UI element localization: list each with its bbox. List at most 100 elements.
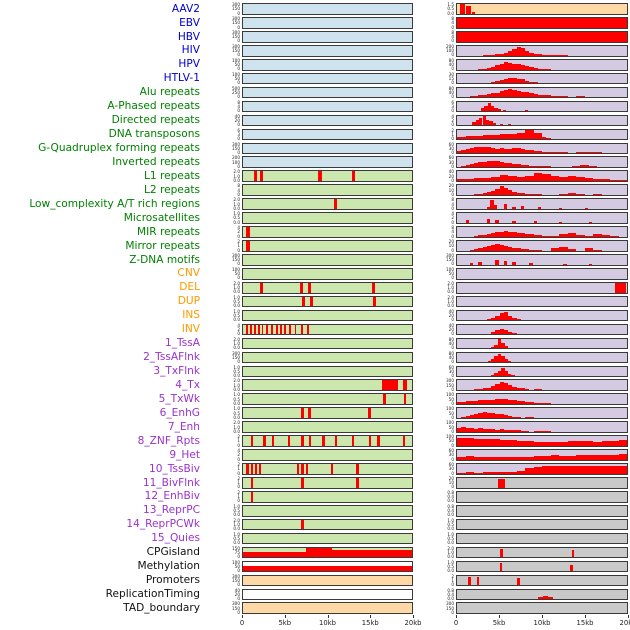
x-axis-right: 0 5kb 10kb 15kb 20kb (454, 615, 630, 629)
signal-bar (491, 386, 496, 391)
y-tick-label: 0 (237, 456, 240, 462)
x-tick-mark (585, 615, 586, 618)
signal-bar (246, 464, 249, 474)
y-tick-label: 50 (234, 271, 240, 277)
track-label: 1_TssA (164, 337, 200, 350)
y-tick-label: 40 (448, 90, 454, 95)
y-tick-label: 60 (448, 364, 454, 370)
y-tick-label: 0.5 (233, 368, 240, 374)
y-tick-label: 0.0 (447, 10, 454, 16)
track-row: Inverted repeats 200 100 0 60 30 0 (0, 155, 630, 169)
signal-bar (495, 429, 500, 432)
signal-bar (474, 248, 479, 251)
signal-bar (601, 465, 610, 474)
signal-bar (508, 163, 513, 168)
signal-bar (495, 65, 500, 70)
y-tick-label: 0 (451, 94, 454, 100)
y-axis-ticks: 2.0 1.0 0.0 (205, 198, 242, 211)
left-track-panel (242, 435, 413, 447)
left-track-panel (242, 407, 413, 419)
signal-bar (491, 375, 495, 377)
signal-bar (474, 428, 479, 432)
signal-bar (472, 11, 475, 14)
signal-bar (301, 408, 305, 418)
signal-bar (491, 456, 500, 460)
signal-bar (465, 148, 470, 154)
signal-bar (499, 91, 504, 98)
signal-bar (525, 80, 530, 84)
y-tick-label: 0.0 (447, 526, 454, 532)
y-tick-label: 1.0 (233, 294, 240, 300)
y-tick-label: 8 (451, 30, 454, 36)
y-axis-ticks: 80 40 0 (433, 85, 456, 100)
right-track-panel (456, 31, 628, 43)
signal-bar (491, 160, 496, 168)
track-label: 5_TxWk (158, 392, 200, 405)
y-tick-label: 2 (237, 476, 240, 482)
y-tick-label: 0 (237, 582, 240, 588)
y-tick-label: 30 (448, 145, 454, 151)
track-label: Microsatellites (123, 211, 200, 224)
signal-bar (478, 412, 483, 418)
y-axis-ticks: 1.0 0.5 0.0 (433, 560, 456, 573)
signal-bar (474, 194, 479, 195)
track-label: Inverted repeats (112, 155, 200, 168)
y-tick-label: 8 (451, 16, 454, 22)
y-axis-ticks: 150 75 0 (205, 546, 242, 559)
signal-bar (334, 199, 338, 209)
signal-bar (489, 121, 493, 126)
signal-bar (576, 177, 585, 182)
y-axis-ticks: 100 50 0 (433, 421, 456, 434)
signal-bar (301, 436, 304, 446)
signal-bar (476, 576, 480, 586)
left-track-panel (242, 198, 413, 210)
y-tick-label: 0.0 (233, 386, 240, 392)
signal-bar (542, 595, 548, 600)
signal-bar (499, 63, 504, 70)
signal-bar (512, 416, 517, 418)
left-track-panel (242, 281, 413, 294)
signal-bar (512, 89, 517, 98)
signal-bar (508, 133, 517, 140)
signal-bar (559, 441, 568, 446)
track-rows-container: AAV2 300 150 0 1.5 0.5 0.0 EBV 300 150 0 8 4 0 HBV 300 1… (0, 2, 630, 615)
signal-bar (466, 5, 471, 14)
signal-bar (508, 399, 513, 405)
signal-bar (559, 207, 563, 209)
y-tick-label: 2 (237, 452, 240, 458)
track-row: Methylation 100 50 0 1.0 0.5 0.0 (0, 560, 630, 574)
y-tick-label: 80 (448, 85, 454, 91)
track-label: HIV (181, 44, 200, 57)
signal-bar (508, 51, 513, 56)
signal-bar (567, 192, 576, 195)
signal-bar (520, 164, 525, 168)
track-row: HBV 300 150 0 8 4 0 (0, 30, 630, 44)
track-row: L2 repeats 8 4 0 20 10 0 (0, 183, 630, 197)
x-tick-label: 20kb (619, 618, 630, 627)
signal-bar (550, 166, 559, 168)
signal-bar (368, 436, 372, 446)
signal-bar (259, 171, 264, 182)
signal-bar (495, 92, 500, 98)
y-tick-label: 1.0 (447, 285, 454, 291)
left-track-panel (242, 393, 413, 406)
signal-bar (486, 400, 491, 405)
y-tick-label: 20 (448, 173, 454, 179)
y-tick-label: 6 (451, 99, 454, 105)
track-label: ReplicationTiming (105, 588, 200, 601)
y-tick-label: 0 (451, 345, 454, 351)
y-tick-label: 0 (237, 136, 240, 142)
track-label: 11_BivFlnk (142, 476, 200, 489)
x-axis-left: 0 5kb 10kb 15kb 20kb (240, 615, 421, 629)
signal-bar (402, 380, 407, 391)
signal-bar (478, 193, 483, 195)
y-tick-label: 0 (237, 331, 240, 337)
signal-bar (533, 53, 538, 56)
signal-bar (486, 429, 491, 432)
signal-bar (508, 88, 513, 98)
y-tick-label: 0.0 (447, 540, 454, 546)
y-tick-label: 2 (451, 127, 454, 133)
signal-bar (508, 332, 513, 335)
